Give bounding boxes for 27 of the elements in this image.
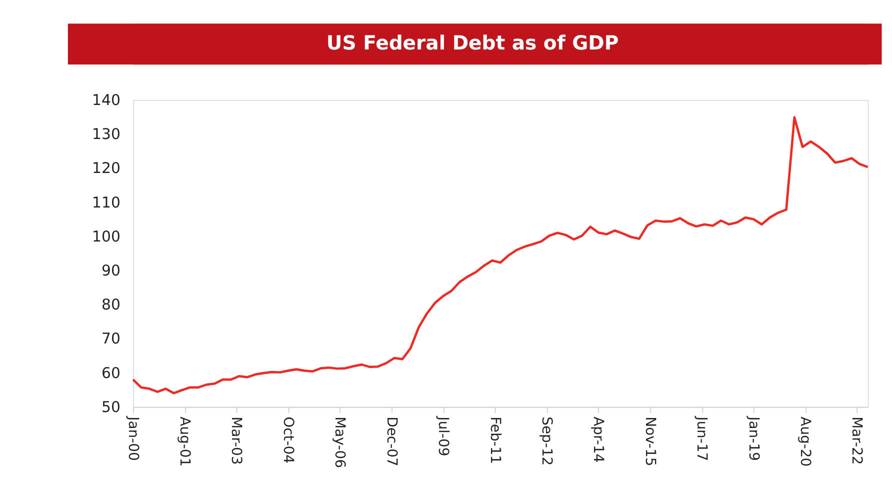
y-tick-label: 90 xyxy=(102,262,120,280)
y-tick-label: 130 xyxy=(92,125,120,144)
y-tick-label: 140 xyxy=(92,91,120,110)
x-tick-label: Nov-15 xyxy=(642,416,658,466)
x-tick-label: Dec-07 xyxy=(383,416,400,466)
x-tick-label: May-06 xyxy=(332,416,348,468)
y-tick-label: 60 xyxy=(102,364,120,382)
x-tick-label: Aug-20 xyxy=(797,416,814,467)
x-tick-label: Feb-11 xyxy=(486,416,503,464)
x-tick-label: Jan-00 xyxy=(124,416,141,461)
x-tick-label: Mar-22 xyxy=(848,416,865,465)
line-series xyxy=(132,116,869,394)
y-tick-label: 110 xyxy=(92,193,120,212)
x-tick-label: Jun-17 xyxy=(694,416,710,462)
x-tick-label: Aug-01 xyxy=(176,416,193,467)
x-tick-label: Sep-12 xyxy=(538,416,555,466)
y-tick-label: 70 xyxy=(102,330,120,348)
chart-title: US Federal Debt as of GDP xyxy=(326,32,619,55)
x-tick-label: Jan-19 xyxy=(745,416,762,461)
x-tick-label: Jul-09 xyxy=(435,416,452,456)
y-tick-label: 80 xyxy=(102,296,120,314)
x-tick-label: Mar-03 xyxy=(228,416,244,465)
y-tick-label: 50 xyxy=(102,398,120,416)
y-tick-label: 120 xyxy=(92,159,120,178)
x-tick-label: Apr-14 xyxy=(590,416,606,463)
x-tick-label: Oct-04 xyxy=(280,416,296,464)
y-tick-label: 100 xyxy=(92,227,120,246)
